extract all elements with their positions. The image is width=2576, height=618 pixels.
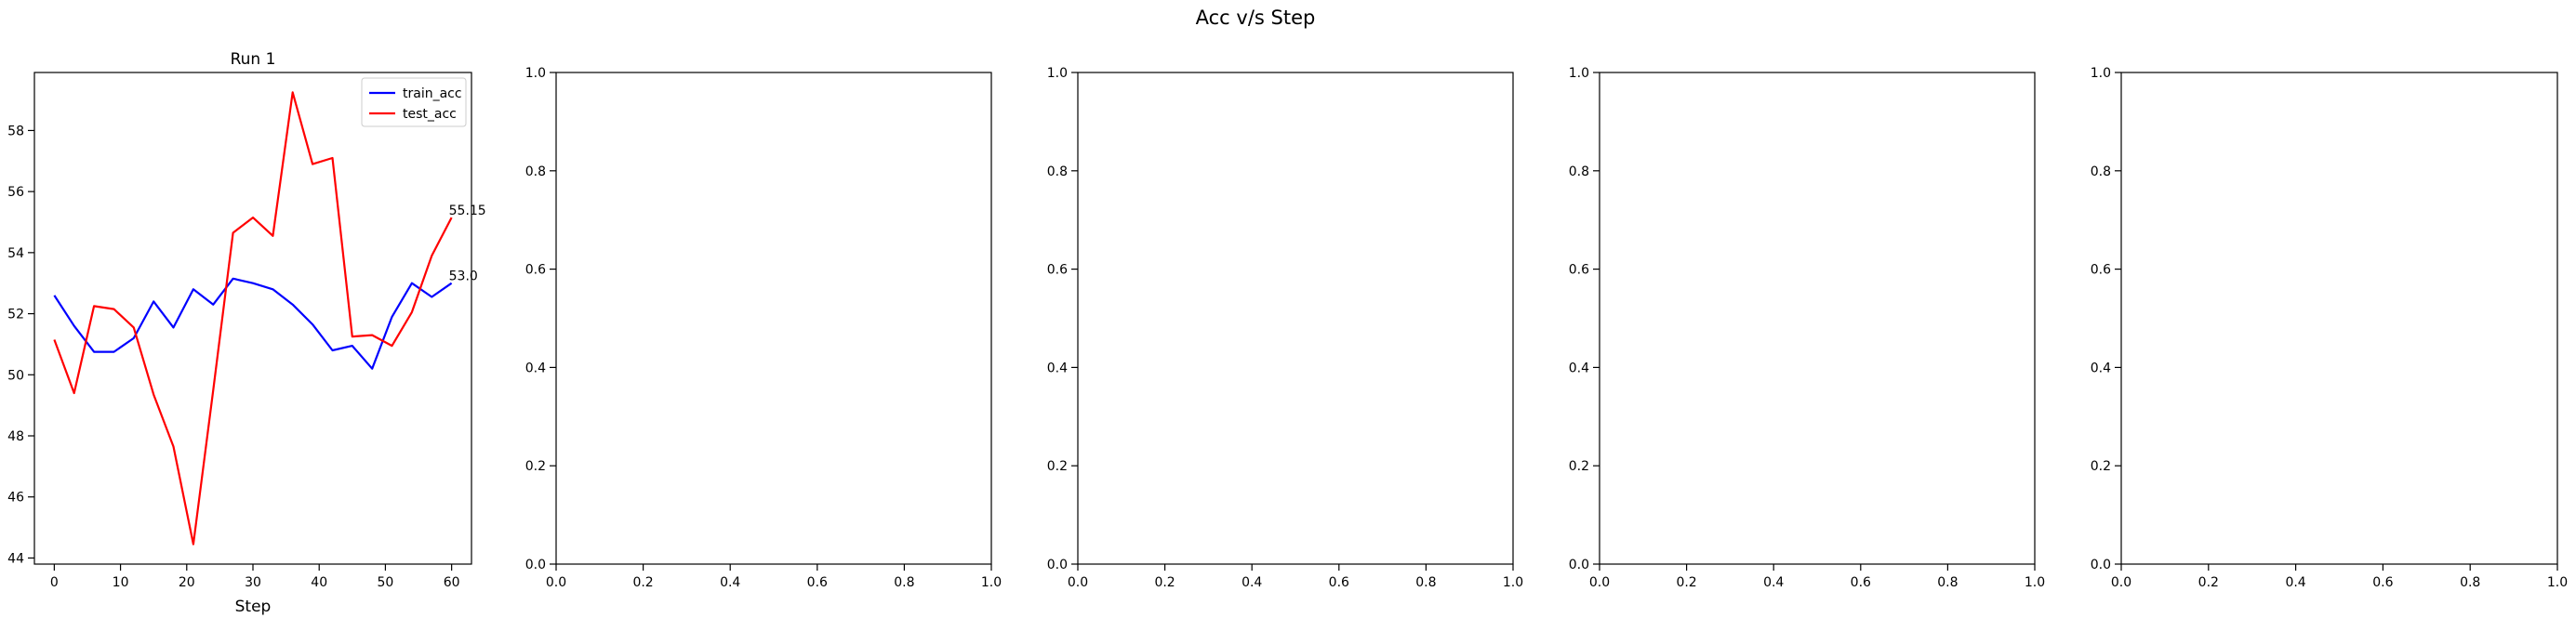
x-tick-label: 0.8 (1937, 575, 1958, 590)
y-tick-label: 0.2 (525, 459, 546, 474)
y-tick-label: 0.8 (1569, 164, 1589, 179)
x-tick-label: 0.6 (1329, 575, 1349, 590)
x-tick-label: 40 (311, 575, 327, 590)
y-tick-label: 58 (7, 124, 24, 138)
x-axis-label: Step (235, 598, 272, 616)
y-tick-label: 1.0 (2091, 66, 2111, 81)
x-tick-label: 0.4 (720, 575, 740, 590)
x-tick-label: 0.4 (2285, 575, 2305, 590)
x-tick-label: 1.0 (2025, 575, 2045, 590)
figure-suptitle: Acc v/s Step (1196, 7, 1316, 29)
series-line-train-acc (53, 277, 453, 370)
axes-frame (1077, 72, 1514, 565)
x-tick-label: 0.8 (894, 575, 914, 590)
x-tick-label: 30 (245, 575, 261, 590)
y-tick-label: 0.6 (2091, 263, 2111, 278)
y-tick-label: 0.2 (2091, 459, 2111, 474)
y-tick-label: 46 (7, 491, 24, 506)
axes-4: 0.0 0.2 0.4 0.6 0.8 1.0 0.0 0.2 0.4 0.6 0.8 1.0 (1569, 66, 2045, 590)
y-tick-label: 0.8 (2091, 164, 2111, 179)
x-tick-label: 1.0 (2547, 575, 2568, 590)
x-tick-label: 60 (444, 575, 460, 590)
axes-frame (33, 72, 472, 565)
x-tick-label: 0.6 (1851, 575, 1871, 590)
y-tick-label: 0.2 (1047, 459, 1068, 474)
x-tick-label: 0.0 (2111, 575, 2131, 590)
x-tick-label: 0.4 (1763, 575, 1784, 590)
end-value-label-test-acc: 55.15 (449, 204, 486, 218)
x-tick-label: 0.0 (546, 575, 566, 590)
x-tick-label: 1.0 (981, 575, 1002, 590)
y-tick-label: 0.6 (1569, 263, 1589, 278)
x-tick-label: 1.0 (1503, 575, 1523, 590)
axes-frame (555, 72, 992, 565)
axes-3: 0.0 0.2 0.4 0.6 0.8 1.0 0.0 0.2 0.4 0.6 0.8 1.0 (1047, 66, 1523, 590)
y-tick-label: 0.8 (525, 164, 546, 179)
y-tick-label: 0.0 (1047, 558, 1068, 572)
series-line-test-acc (53, 91, 453, 546)
x-tick-label: 10 (113, 575, 129, 590)
x-tick-label: 20 (179, 575, 195, 590)
x-tick-label: 50 (378, 575, 394, 590)
x-tick-label: 0.2 (1676, 575, 1696, 590)
axes-title: Run 1 (231, 50, 276, 69)
y-tick-label: 0.0 (2091, 558, 2111, 572)
x-tick-label: 0.6 (2372, 575, 2393, 590)
y-tick-label: 0.0 (1569, 558, 1589, 572)
y-tick-label: 54 (7, 246, 24, 261)
x-tick-label: 0.8 (2460, 575, 2480, 590)
y-tick-label: 0.6 (525, 263, 546, 278)
y-tick-label: 0.4 (1569, 361, 1589, 375)
end-value-label-train-acc: 53.0 (449, 270, 478, 284)
y-tick-label: 48 (7, 429, 24, 444)
axes-2: 0.0 0.2 0.4 0.6 0.8 1.0 0.0 0.2 0.4 0.6 0.8 1.0 (525, 66, 1002, 590)
axes-1: 0 10 20 30 40 50 60 44 46 48 50 52 54 56 58 53.0 55.15 Ru… (7, 50, 486, 616)
x-tick-label: 0.0 (1589, 575, 1610, 590)
legend-label-test-acc: test_acc (403, 107, 457, 122)
x-tick-label: 0.8 (1415, 575, 1436, 590)
x-tick-label: 0.2 (632, 575, 653, 590)
legend-label-train-acc: train_acc (403, 86, 462, 101)
y-tick-label: 56 (7, 185, 24, 200)
y-tick-label: 1.0 (525, 66, 546, 81)
y-tick-label: 0.4 (2091, 361, 2111, 375)
x-tick-label: 0.4 (1242, 575, 1262, 590)
y-tick-label: 0.6 (1047, 263, 1068, 278)
y-tick-label: 0.4 (1047, 361, 1068, 375)
x-tick-label: 0 (50, 575, 59, 590)
axes-frame (1599, 72, 2036, 565)
axes-frame (2120, 72, 2558, 565)
legend: train_acc test_acc (361, 77, 467, 127)
y-tick-label: 0.0 (525, 558, 546, 572)
x-tick-label: 0.2 (2198, 575, 2219, 590)
y-tick-label: 50 (7, 368, 24, 383)
x-tick-label: 0.6 (807, 575, 828, 590)
y-tick-label: 52 (7, 308, 24, 322)
axes-5: 0.0 0.2 0.4 0.6 0.8 1.0 0.0 0.2 0.4 0.6 0.8 1.0 (2091, 66, 2568, 590)
y-tick-label: 44 (7, 551, 24, 566)
x-tick-label: 0.0 (1068, 575, 1088, 590)
y-tick-label: 0.8 (1047, 164, 1068, 179)
y-tick-label: 1.0 (1569, 66, 1589, 81)
y-tick-label: 0.2 (1569, 459, 1589, 474)
y-tick-label: 0.4 (525, 361, 546, 375)
x-tick-label: 0.2 (1154, 575, 1175, 590)
y-tick-label: 1.0 (1047, 66, 1068, 81)
